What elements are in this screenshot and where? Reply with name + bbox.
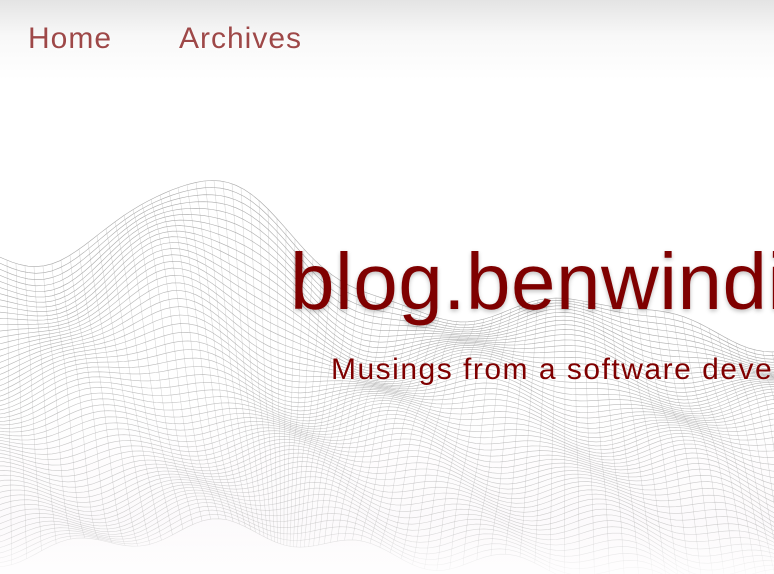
mesh-line	[0, 225, 774, 372]
top-navigation: Home Archives	[0, 0, 774, 80]
site-title[interactable]: blog.benwinding.com	[290, 237, 774, 326]
mesh-line	[0, 214, 774, 368]
site-subtitle: Musings from a software developer	[331, 353, 774, 386]
nav-home-link[interactable]: Home	[28, 22, 113, 55]
mesh-line	[0, 208, 774, 366]
mesh-line	[0, 201, 774, 363]
mesh-line	[0, 248, 774, 380]
mesh-line	[0, 180, 774, 353]
nav-archives-link[interactable]: Archives	[179, 22, 303, 55]
mesh-line	[753, 349, 774, 401]
mesh-line	[0, 230, 774, 373]
mesh-line	[762, 351, 774, 379]
mesh-line	[0, 242, 774, 376]
mesh-line	[0, 194, 774, 360]
mesh-line	[0, 236, 774, 375]
